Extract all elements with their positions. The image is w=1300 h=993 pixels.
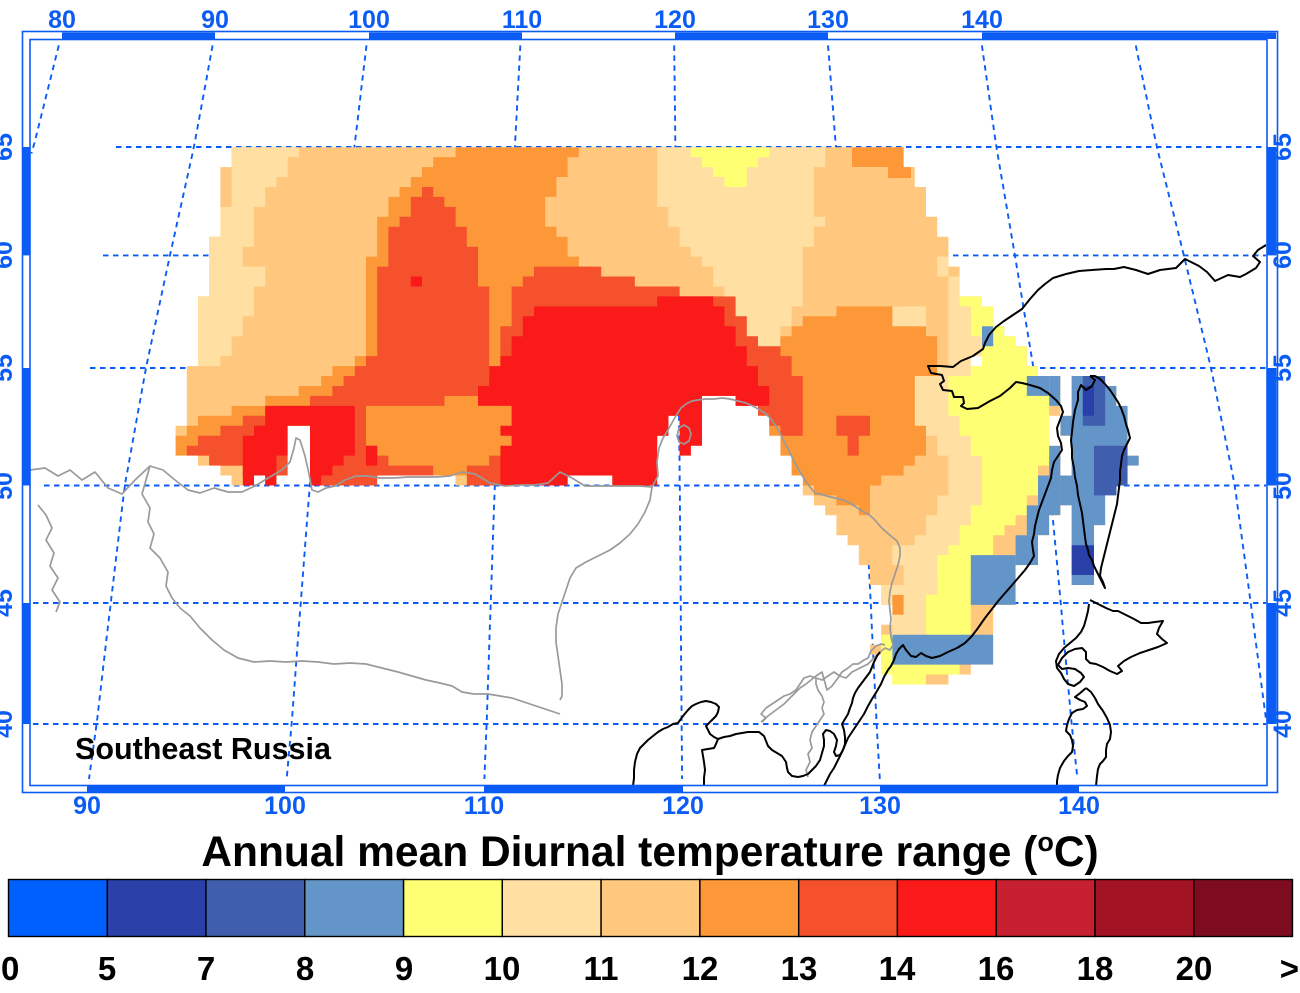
svg-text:11: 11 xyxy=(584,950,619,987)
svg-text:120: 120 xyxy=(662,792,704,820)
svg-text:Southeast Russia: Southeast Russia xyxy=(75,732,332,766)
svg-text:7: 7 xyxy=(197,950,215,987)
svg-text:18: 18 xyxy=(1077,950,1114,987)
svg-text:>: > xyxy=(1280,950,1299,987)
svg-text:80: 80 xyxy=(48,6,76,34)
svg-text:140: 140 xyxy=(1058,792,1100,820)
svg-text:55: 55 xyxy=(0,354,18,382)
svg-text:12: 12 xyxy=(682,950,719,987)
svg-text:120: 120 xyxy=(654,6,696,34)
svg-text:16: 16 xyxy=(978,950,1015,987)
svg-text:60: 60 xyxy=(0,241,18,269)
svg-text:90: 90 xyxy=(201,6,229,34)
svg-text:110: 110 xyxy=(464,792,504,820)
svg-text:40: 40 xyxy=(0,710,18,738)
svg-text:65: 65 xyxy=(1269,133,1297,161)
svg-text:0: 0 xyxy=(1,950,19,987)
svg-text:60: 60 xyxy=(1269,241,1297,269)
svg-text:110: 110 xyxy=(502,6,542,34)
svg-text:100: 100 xyxy=(348,6,390,34)
svg-text:100: 100 xyxy=(264,792,306,820)
svg-text:50: 50 xyxy=(0,472,18,500)
svg-text:130: 130 xyxy=(859,792,901,820)
svg-text:Annual mean Diurnal temperatur: Annual mean Diurnal temperature range (o… xyxy=(201,827,1098,876)
svg-text:20: 20 xyxy=(1176,950,1213,987)
svg-text:14: 14 xyxy=(879,950,916,987)
svg-text:65: 65 xyxy=(0,133,18,161)
svg-text:90: 90 xyxy=(73,792,101,820)
svg-text:45: 45 xyxy=(1269,589,1297,617)
svg-text:40: 40 xyxy=(1269,710,1297,738)
svg-text:13: 13 xyxy=(781,950,818,987)
svg-text:45: 45 xyxy=(0,589,18,617)
svg-text:140: 140 xyxy=(961,6,1003,34)
svg-text:5: 5 xyxy=(98,950,116,987)
svg-text:50: 50 xyxy=(1269,472,1297,500)
svg-text:55: 55 xyxy=(1269,354,1297,382)
svg-text:130: 130 xyxy=(807,6,849,34)
svg-text:8: 8 xyxy=(296,950,314,987)
svg-text:10: 10 xyxy=(484,950,521,987)
svg-text:9: 9 xyxy=(395,950,413,987)
